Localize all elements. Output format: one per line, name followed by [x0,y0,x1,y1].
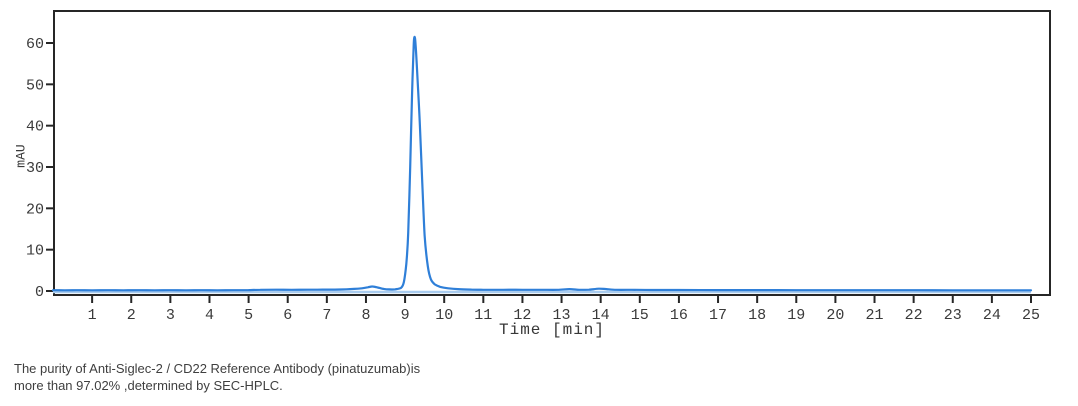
trace-path [51,35,1033,292]
x-tick-label: 9 [401,307,410,324]
x-axis-title: Time [min] [498,321,605,339]
x-tick-label: 17 [709,307,727,324]
x-tick-label: 8 [361,307,370,324]
x-tick-label: 18 [748,307,766,324]
x-tick-label: 12 [513,307,531,324]
x-tick-label: 19 [787,307,805,324]
figure-caption: The purity of Anti-Siglec-2 / CD22 Refer… [14,360,420,394]
y-tick-label: 60 [26,36,44,53]
y-tick-label: 20 [26,201,44,218]
x-tick-label: 15 [631,307,649,324]
caption-line-2: more than 97.02% ,determined by SEC-HPLC… [14,378,283,393]
x-axis-ticks: 1 2 3 4 5 6 7 8 9 10 11 12 13 14 15 16 17 18 19 20 21 22 23 24 2… [88,296,1040,324]
x-tick-label: 21 [866,307,884,324]
x-tick-label: 7 [322,307,331,324]
y-axis-ticks: 0 10 20 30 40 50 60 [26,36,53,301]
x-tick-label: 14 [592,307,610,324]
x-tick-label: 25 [1022,307,1040,324]
x-tick-label: 13 [553,307,571,324]
x-tick-label: 4 [205,307,214,324]
plot-frame [53,10,1051,296]
y-tick-label: 30 [26,160,44,177]
x-tick-label: 10 [435,307,453,324]
x-tick-label: 11 [474,307,492,324]
x-tick-label: 22 [905,307,923,324]
x-tick-label: 3 [166,307,175,324]
x-tick-label: 1 [88,307,97,324]
x-tick-label: 5 [244,307,253,324]
y-tick-label: 0 [35,284,44,301]
y-tick-label: 40 [26,119,44,136]
caption-line-1: The purity of Anti-Siglec-2 / CD22 Refer… [14,361,421,376]
x-tick-label: 23 [944,307,962,324]
y-axis-title: mAU [13,144,29,168]
y-tick-label: 50 [26,77,44,94]
x-tick-label: 6 [283,307,292,324]
x-tick-label: 24 [983,307,1001,324]
chromatogram-plot: 1 2 3 4 5 6 7 8 9 10 11 12 13 14 15 16 17 18 19 20 21 22 23 24 2… [26,10,1051,324]
x-tick-label: 20 [826,307,844,324]
x-tick-label: 2 [127,307,136,324]
y-tick-label: 10 [26,243,44,260]
x-tick-label: 16 [670,307,688,324]
